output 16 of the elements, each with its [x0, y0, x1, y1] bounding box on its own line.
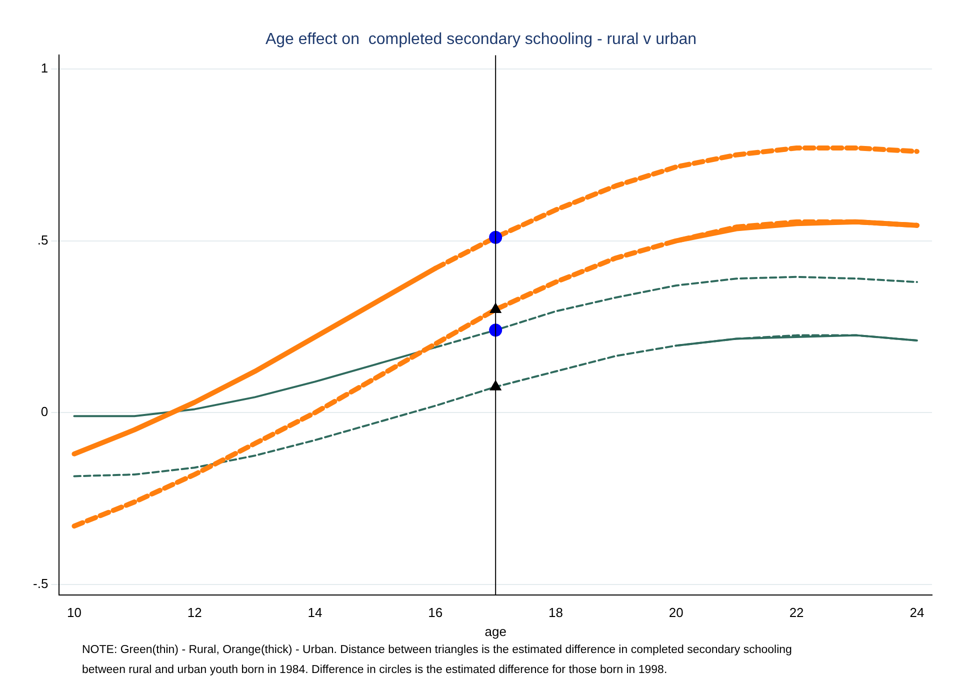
- x-axis-title: age: [484, 624, 506, 639]
- x-tick-label: 12: [187, 605, 202, 620]
- y-tick-label: .5: [37, 232, 48, 248]
- y-tick-label: -.5: [33, 576, 48, 592]
- x-tick-label: 20: [668, 605, 684, 620]
- x-tick-label: 24: [910, 605, 924, 620]
- x-tick-label: 10: [66, 605, 82, 620]
- y-tick-label: 0: [40, 404, 48, 420]
- x-tick-label: 22: [789, 605, 804, 620]
- chart-title: Age effect on completed secondary schooling - rural v urban: [265, 31, 697, 48]
- text: NOTE: Green(thin) - Rural, Orange(thick) - Urban. Distance between triangles is the estimated difference in completed secondary schooling: [82, 643, 793, 658]
- x-tick-label: 18: [548, 605, 564, 620]
- x-tick-label: 14: [308, 605, 322, 620]
- x-tick-label: 16: [428, 605, 443, 620]
- text: between rural and urban youth born in 1984. Difference in circles is the estimated difference for those born in 1998.: [82, 663, 668, 678]
- y-tick-label: 1: [40, 60, 48, 76]
